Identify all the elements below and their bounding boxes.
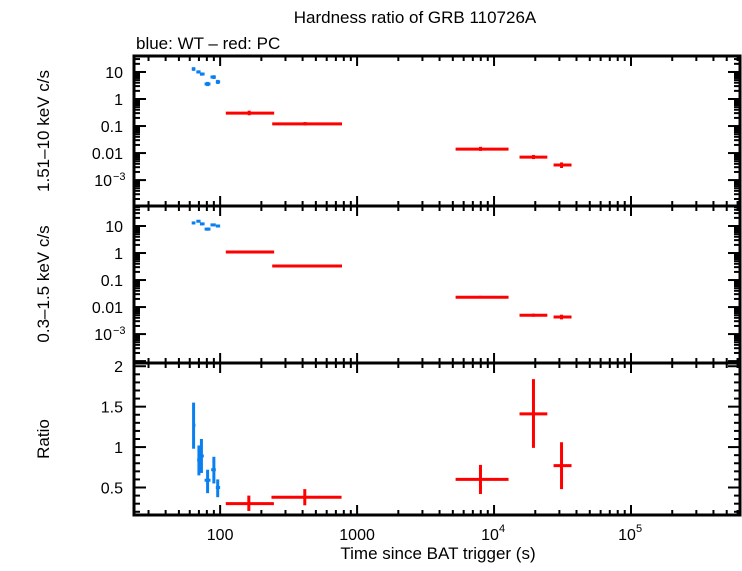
data-point [272,122,343,126]
x-axis-label: Time since BAT trigger (s) [340,544,535,563]
series-pc [225,379,572,511]
y-axis-label: Ratio [34,419,53,459]
y-tick-label: 2 [114,359,123,376]
data-point [553,162,572,169]
data-point [215,479,221,498]
y-tick-label: 0.1 [101,119,123,136]
panel-frame [132,204,742,365]
panel-frame [132,361,742,517]
data-point [271,489,342,506]
data-point [455,295,509,299]
data-point [272,264,343,268]
series-wt [191,67,221,87]
data-point [215,79,221,84]
data-point [211,456,216,484]
y-tick-label: 10 [105,219,123,236]
y-tick-label: 10 [94,173,112,190]
data-point [199,72,205,76]
data-point [191,67,196,71]
x-tick-label-exponent: 4 [499,523,505,535]
series-pc [225,250,572,320]
y-tick-label: 1 [114,440,123,457]
data-point [519,313,548,317]
y-tick-label: 0.5 [101,481,123,498]
series-wt [192,402,221,498]
y-tick-label: 10 [94,327,112,344]
chart-title: Hardness ratio of GRB 110726A [294,8,537,27]
data-point [196,219,201,223]
data-point [191,221,196,225]
data-point [225,250,275,254]
x-tick-label-exponent: 5 [636,523,642,535]
data-point [210,223,216,227]
data-point [204,227,211,231]
y-tick-label: 0.01 [92,146,123,163]
chart-subtitle: blue: WT – red: PC [136,34,280,53]
y-tick-label: 0.1 [101,273,123,290]
y-tick-label-exponent: −3 [113,171,126,183]
data-point [215,224,221,228]
data-point [196,70,201,74]
y-axis-label: 1.51–10 keV c/s [34,70,53,192]
y-tick-label: 0.01 [92,300,123,317]
data-point [225,110,275,116]
data-point [225,495,274,511]
series-pc [225,110,572,169]
series-wt [191,219,221,231]
data-point [519,379,548,448]
data-point [197,445,201,476]
x-tick-label: 1000 [339,527,375,544]
data-point [204,81,211,87]
y-tick-label: 1 [114,92,123,109]
panel-frame [132,54,742,208]
y-tick-label-exponent: −3 [113,325,126,337]
y-tick-label: 1 [114,246,123,263]
y-tick-label: 1.5 [101,400,123,417]
data-point [455,146,509,151]
data-point [192,402,196,449]
x-tick-label: 10 [481,527,499,544]
x-tick-label: 10 [618,527,636,544]
data-point [204,469,211,494]
y-tick-label: 10 [105,65,123,82]
data-point [553,442,572,490]
data-point [455,464,509,494]
data-point [519,154,548,160]
data-point [210,75,216,79]
y-axis-label: 0.3–1.5 keV c/s [34,225,53,342]
x-tick-label: 100 [207,527,234,544]
data-point [553,314,572,320]
data-point [199,222,205,226]
data-point [199,439,204,473]
